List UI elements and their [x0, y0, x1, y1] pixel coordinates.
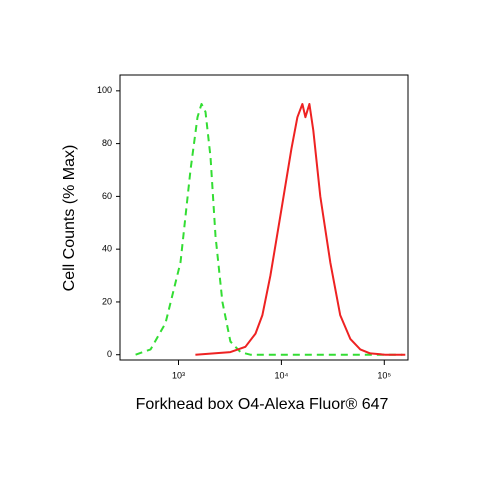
y-tick-label: 20 — [102, 296, 112, 306]
y-tick-label: 80 — [102, 138, 112, 148]
x-tick-label: 10⁴ — [274, 370, 288, 380]
y-tick-label: 40 — [102, 244, 112, 254]
y-axis-title: Cell Counts (% Max) — [61, 145, 78, 292]
y-tick-label: 0 — [107, 349, 112, 359]
histogram-line — [135, 103, 403, 356]
y-tick-label: 60 — [102, 191, 112, 201]
histogram-line — [195, 103, 406, 356]
y-tick-label: 100 — [97, 85, 112, 95]
x-axis-title: Forkhead box O4-Alexa Fluor® 647 — [136, 396, 389, 413]
x-tick-label: 10³ — [172, 370, 185, 380]
x-tick-label: 10⁵ — [377, 370, 391, 380]
plot-frame — [119, 74, 409, 361]
